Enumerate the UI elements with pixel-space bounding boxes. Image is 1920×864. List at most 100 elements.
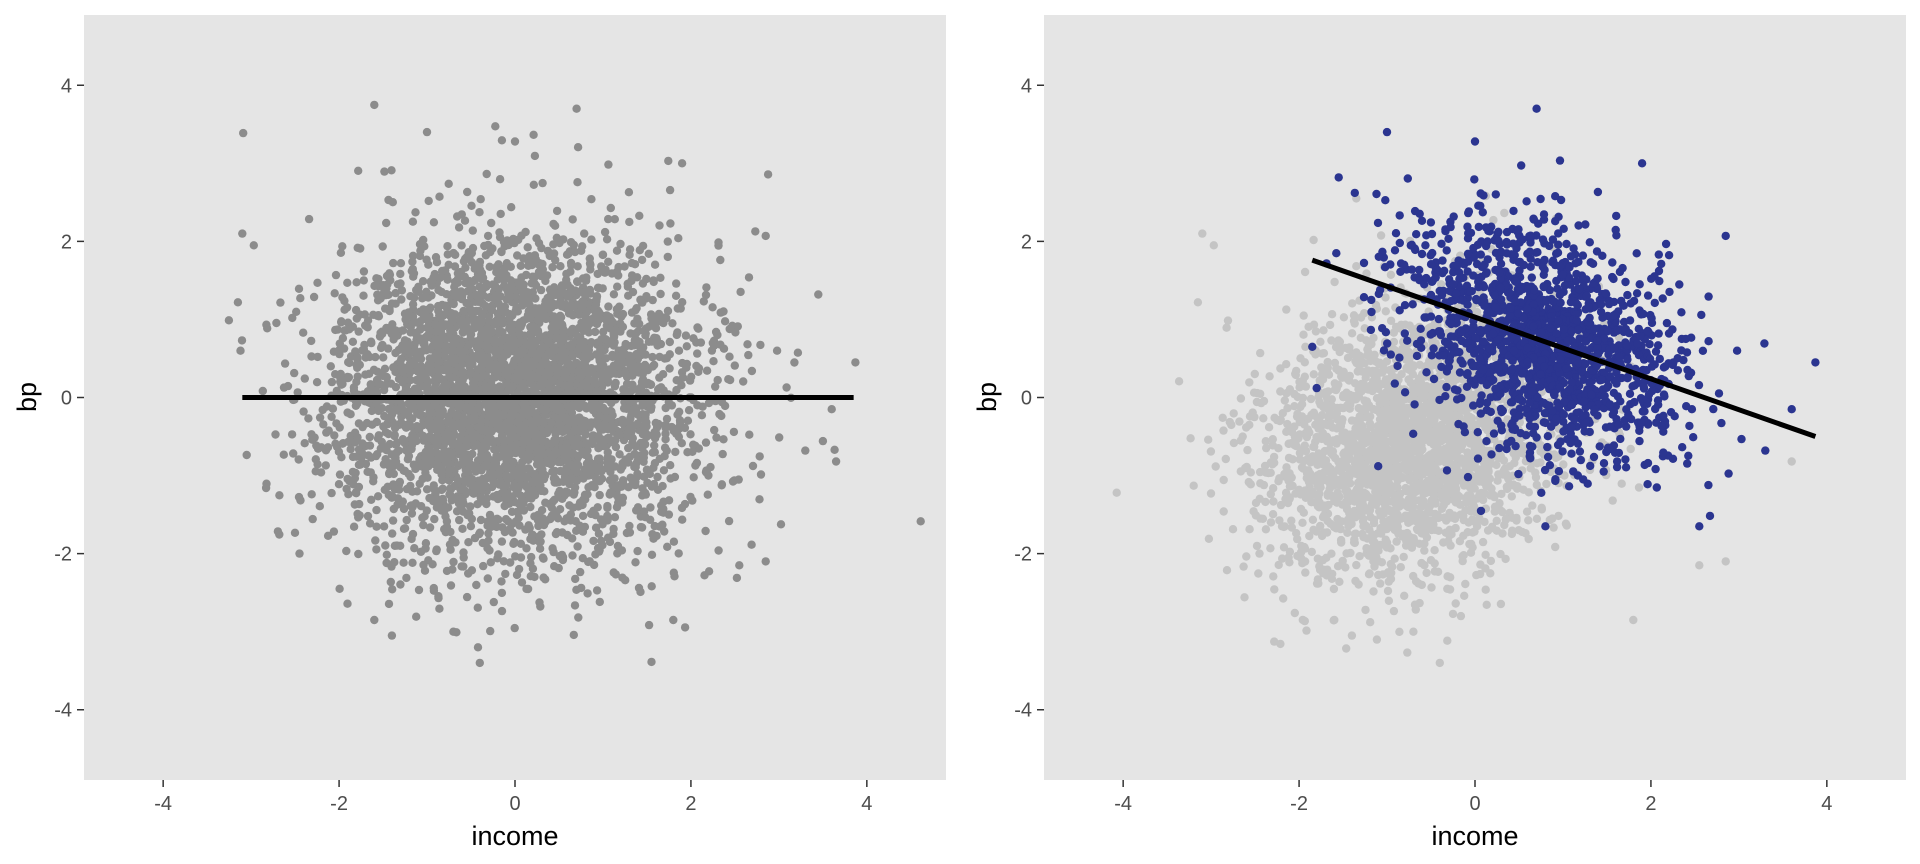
data-point	[398, 326, 408, 335]
data-point	[580, 401, 589, 410]
data-point	[628, 438, 637, 448]
data-point	[425, 493, 434, 503]
data-point	[626, 329, 635, 338]
data-point	[330, 431, 339, 440]
data-point	[654, 384, 664, 393]
data-point	[406, 481, 415, 491]
data-point	[445, 540, 455, 549]
data-point	[442, 566, 452, 576]
data-point	[1384, 596, 1394, 605]
data-point	[539, 309, 548, 318]
data-point	[343, 278, 352, 287]
data-point	[515, 329, 524, 338]
data-point	[647, 550, 657, 559]
data-point	[497, 402, 507, 411]
data-point	[337, 318, 346, 327]
data-point	[415, 479, 424, 488]
data-point	[493, 370, 502, 379]
data-point	[487, 218, 496, 228]
data-point	[648, 352, 657, 362]
data-point	[594, 283, 604, 293]
data-point	[323, 531, 333, 540]
data-point	[381, 304, 390, 313]
data-point	[315, 413, 325, 422]
data-point	[526, 357, 536, 366]
data-point	[508, 382, 517, 391]
data-point	[484, 330, 494, 339]
data-point	[529, 130, 538, 139]
data-point	[389, 258, 398, 268]
data-point	[676, 304, 685, 313]
data-point	[534, 329, 543, 338]
data-point	[528, 346, 537, 356]
data-point	[563, 402, 573, 411]
data-point	[563, 280, 572, 289]
data-point	[552, 233, 561, 242]
data-point	[402, 573, 411, 583]
data-point	[538, 474, 547, 483]
data-point	[391, 405, 401, 414]
data-point	[421, 539, 431, 548]
data-point	[424, 196, 433, 206]
data-point	[763, 170, 773, 179]
data-point	[423, 332, 432, 341]
data-point	[916, 517, 925, 526]
data-point	[396, 279, 405, 288]
data-point	[653, 472, 662, 482]
data-point	[714, 241, 723, 250]
data-point	[736, 287, 745, 297]
data-point	[625, 521, 634, 531]
data-point	[518, 498, 528, 508]
data-point	[710, 425, 719, 435]
data-point	[729, 427, 739, 437]
data-point	[242, 450, 251, 460]
data-point	[525, 523, 534, 533]
data-point	[674, 549, 683, 558]
data-point	[361, 321, 370, 330]
data-point	[642, 422, 651, 431]
data-point	[526, 374, 535, 383]
data-point	[602, 463, 612, 473]
data-point	[450, 262, 460, 271]
data-point	[478, 538, 487, 548]
data-point	[510, 623, 519, 633]
data-point	[340, 326, 349, 335]
data-point	[1392, 537, 1401, 546]
data-point	[449, 627, 458, 636]
data-point	[435, 411, 444, 420]
data-point	[316, 468, 326, 477]
data-point	[587, 195, 596, 204]
data-point	[648, 530, 657, 539]
data-point	[435, 192, 444, 201]
data-point	[530, 272, 539, 282]
data-point	[501, 569, 510, 579]
data-point	[672, 279, 681, 288]
data-point	[827, 405, 836, 414]
data-point	[468, 226, 477, 235]
data-point	[704, 567, 714, 576]
data-point	[338, 242, 347, 251]
data-point	[631, 306, 640, 315]
data-point	[1372, 635, 1382, 644]
data-point	[449, 346, 458, 355]
data-point	[521, 227, 530, 237]
data-point	[460, 272, 469, 281]
data-point	[485, 510, 495, 520]
data-point	[516, 261, 525, 270]
data-point	[500, 501, 509, 511]
data-point	[393, 494, 403, 503]
data-point	[307, 490, 316, 499]
data-point	[447, 334, 456, 343]
data-point	[477, 365, 486, 374]
data-point	[491, 360, 500, 369]
data-point	[662, 414, 672, 424]
data-point	[627, 271, 637, 280]
data-point	[708, 303, 717, 312]
data-point	[484, 529, 493, 538]
data-point	[569, 240, 578, 250]
data-point	[678, 298, 687, 307]
data-point	[422, 485, 432, 494]
data-point	[525, 465, 534, 475]
data-point	[370, 281, 379, 291]
